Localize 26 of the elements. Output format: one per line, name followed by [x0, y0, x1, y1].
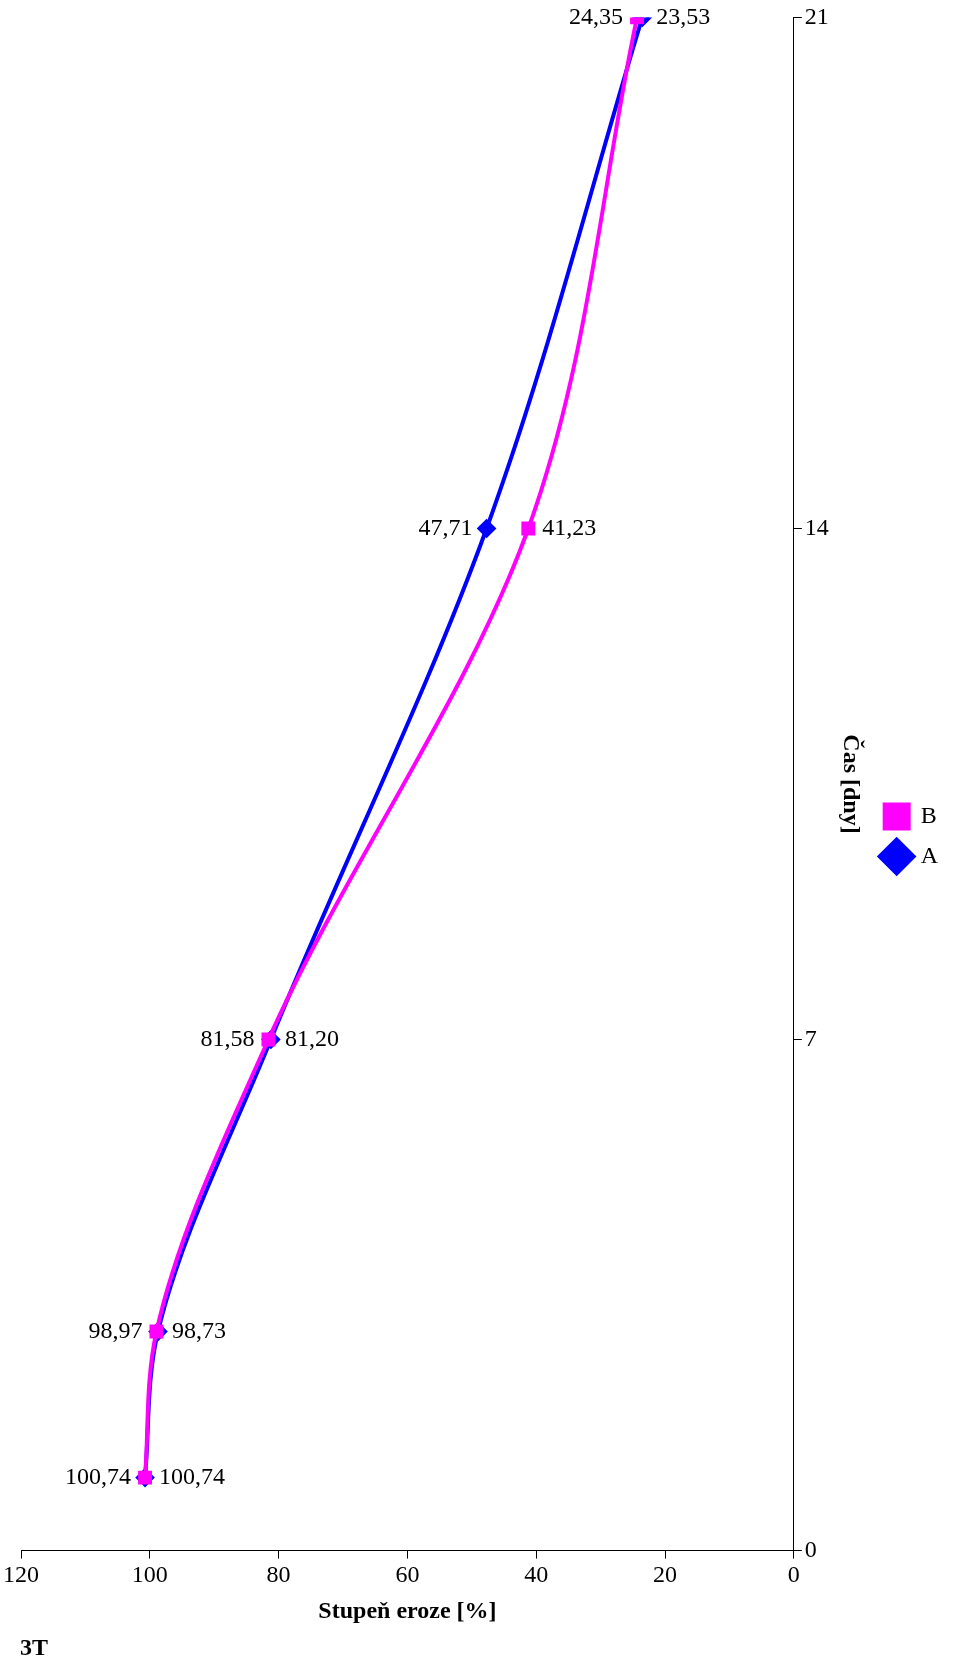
annotation: 81,20 — [284, 1024, 339, 1051]
annotation: 100,74 — [159, 1462, 226, 1489]
x-axis-title: Stupeň eroze [%] — [318, 1597, 497, 1623]
annotation: 100,74 — [65, 1462, 132, 1489]
annotation: 98,73 — [171, 1316, 226, 1343]
annotation: 41,23 — [542, 513, 597, 540]
x-tick-label: 60 — [395, 1561, 420, 1588]
legend-label: B — [920, 801, 937, 828]
annotation: 23,53 — [656, 2, 711, 29]
annotation: 98,97 — [88, 1316, 143, 1343]
annotation: 47,71 — [418, 513, 473, 540]
annotation: 24,35 — [569, 2, 624, 29]
x-tick-label: 100 — [131, 1561, 168, 1588]
x-tick-label: 40 — [524, 1561, 549, 1588]
x-tick-label: 120 — [3, 1561, 39, 1588]
x-tick-label: 0 — [787, 1561, 800, 1588]
y-axis-title: Čas [dny] — [839, 734, 866, 834]
y-tick-label: 7 — [804, 1024, 817, 1051]
x-tick-label: 20 — [653, 1561, 678, 1588]
legend-label: A — [920, 841, 939, 868]
y-tick-label: 21 — [804, 2, 829, 29]
text: 3T — [20, 1633, 49, 1660]
x-tick-label: 80 — [266, 1561, 291, 1588]
annotation: 81,58 — [200, 1024, 255, 1051]
y-tick-label: 14 — [804, 513, 829, 540]
y-tick-label: 0 — [804, 1535, 817, 1562]
